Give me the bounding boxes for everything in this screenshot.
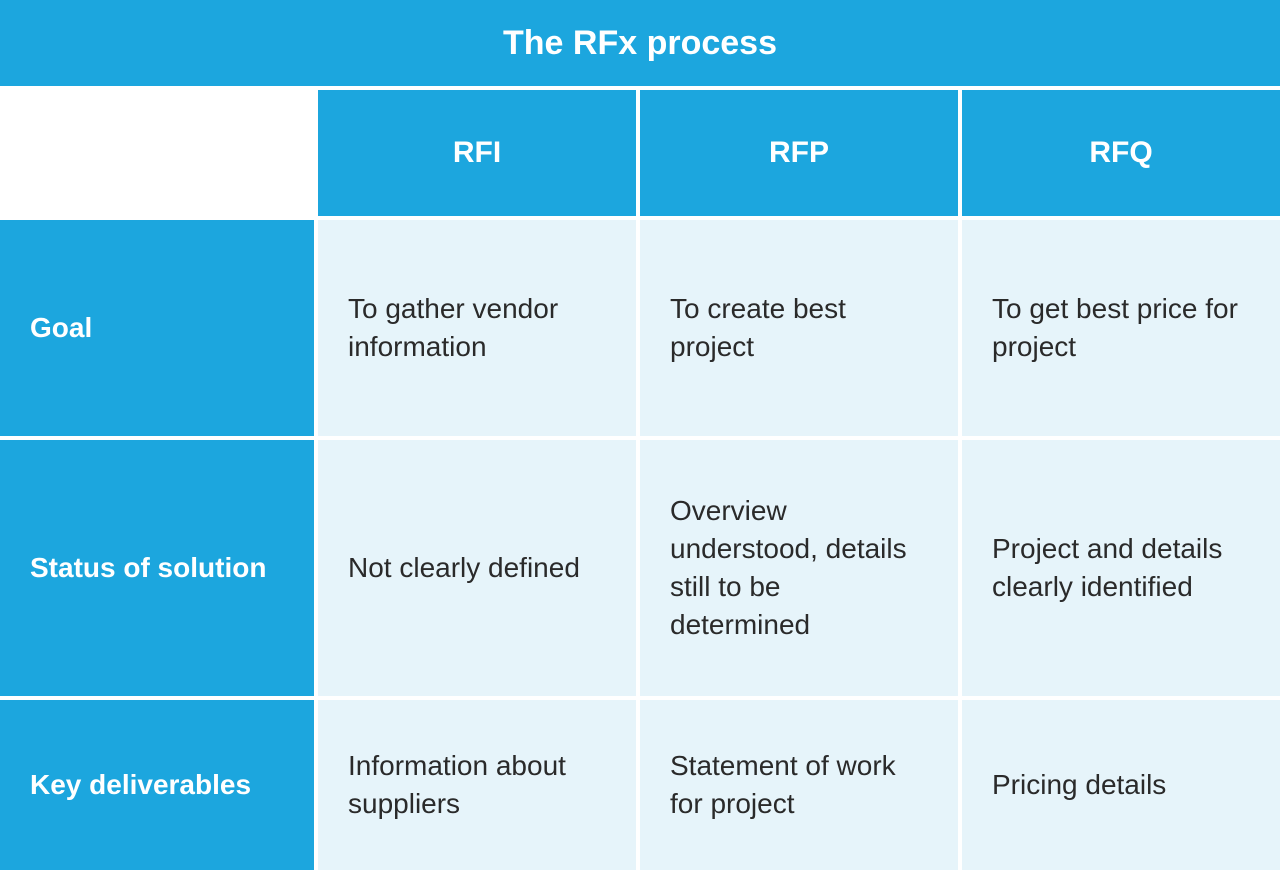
cell-status-rfi: Not clearly defined	[318, 436, 640, 696]
header-row: RFI RFP RFQ	[0, 86, 1280, 216]
cell-goal-rfi: To gather vendor information	[318, 216, 640, 436]
cell-status-rfp: Overview understood, details still to be…	[640, 436, 962, 696]
row-label-status: Status of solution	[0, 436, 318, 696]
table-row: Goal To gather vendor information To cre…	[0, 216, 1280, 436]
cell-deliv-rfi: Information about suppliers	[318, 696, 640, 870]
rfx-table: The RFx process RFI RFP RFQ Goal To gath…	[0, 0, 1280, 870]
col-header-rfi: RFI	[318, 86, 640, 216]
cell-status-rfq: Project and details clearly identified	[962, 436, 1280, 696]
row-label-deliverables: Key deliverables	[0, 696, 318, 870]
cell-goal-rfp: To create best project	[640, 216, 962, 436]
table-title: The RFx process	[0, 0, 1280, 86]
cell-deliv-rfp: Statement of work for project	[640, 696, 962, 870]
table-row: Key deliverables Information about suppl…	[0, 696, 1280, 870]
col-header-rfp: RFP	[640, 86, 962, 216]
title-row: The RFx process	[0, 0, 1280, 86]
header-corner	[0, 86, 318, 216]
table-row: Status of solution Not clearly defined O…	[0, 436, 1280, 696]
col-header-rfq: RFQ	[962, 86, 1280, 216]
cell-goal-rfq: To get best price for project	[962, 216, 1280, 436]
cell-deliv-rfq: Pricing details	[962, 696, 1280, 870]
row-label-goal: Goal	[0, 216, 318, 436]
